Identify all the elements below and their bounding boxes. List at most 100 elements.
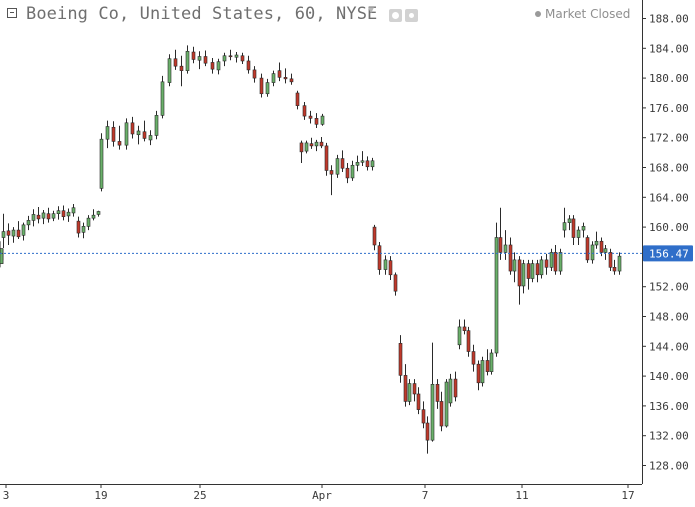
candle — [197, 51, 202, 70]
candle-body-down — [421, 409, 426, 424]
candle — [16, 221, 21, 240]
candle-body-down — [203, 56, 208, 64]
candle — [466, 326, 471, 357]
candle — [185, 45, 190, 74]
candle-body-down — [299, 142, 304, 153]
candle — [335, 154, 340, 178]
candle-body-down — [76, 220, 81, 234]
candle — [259, 73, 264, 98]
candle — [11, 227, 16, 243]
price-tick-label: 140.00 — [649, 370, 689, 383]
candle-body-down — [553, 252, 558, 272]
candle — [562, 207, 567, 238]
candle-body-down — [111, 126, 116, 142]
candle — [377, 242, 382, 275]
candle — [416, 387, 421, 415]
candle-body-down — [416, 393, 421, 410]
candle-body-down — [329, 170, 334, 175]
candle — [124, 118, 129, 150]
date-tick-label: 17 — [621, 489, 634, 502]
candle-body-down — [535, 263, 540, 276]
candle — [350, 160, 355, 181]
caret-down-icon[interactable]: ▼ — [368, 5, 375, 16]
candle-body-up — [594, 240, 599, 246]
candle-body-down — [471, 351, 476, 365]
candle — [544, 253, 549, 275]
price-axis[interactable]: 188.00 184.00 180.00 176.00 172.00 168.00 164.… — [642, 13, 689, 473]
chart-header: Boeing Co, United States, 60, NYSE ▼ Mar… — [0, 0, 640, 30]
candle — [526, 259, 531, 290]
candle-body-up — [0, 253, 4, 264]
candle-body-down — [372, 226, 377, 246]
candle-body-down — [61, 210, 66, 217]
candle — [508, 237, 513, 275]
candle — [581, 222, 586, 238]
candle-body-up — [51, 213, 56, 219]
candle-body-down — [302, 105, 307, 117]
candle-body-down — [403, 375, 408, 402]
candle — [383, 255, 388, 275]
candle — [535, 259, 540, 283]
candle-body-down — [240, 55, 245, 62]
date-tick-label: Apr — [312, 489, 332, 502]
candle — [66, 208, 71, 222]
candle-body-down — [191, 51, 196, 60]
candle — [117, 125, 122, 150]
candle — [403, 364, 408, 407]
candle — [365, 156, 370, 171]
candle — [512, 252, 517, 283]
price-tick-label: 172.00 — [649, 132, 689, 145]
candle — [453, 371, 458, 402]
candle-body-down — [498, 237, 503, 253]
candle-body-down — [314, 118, 319, 125]
candle — [304, 140, 309, 154]
candle — [283, 68, 288, 84]
last-price-badge — [643, 245, 693, 262]
status-dot-icon — [535, 11, 541, 17]
gear-icon[interactable] — [405, 9, 418, 22]
candle — [567, 215, 572, 231]
candle-body-up — [350, 164, 355, 179]
candle-body-up — [91, 214, 96, 219]
candle-body-up — [407, 383, 412, 402]
price-tick-label: 128.00 — [649, 460, 689, 473]
candle — [142, 120, 147, 142]
candle-body-down — [466, 330, 471, 352]
price-tick-label: 152.00 — [649, 281, 689, 294]
candle-body-up — [1, 231, 6, 238]
candle-body-down — [517, 259, 522, 287]
market-status: Market Closed — [535, 7, 630, 21]
candle-body-down — [283, 77, 288, 80]
candle-body-up — [335, 158, 340, 175]
candle-body-up — [539, 259, 544, 276]
candle — [56, 206, 61, 220]
candle-body-up — [383, 259, 388, 270]
candle — [86, 215, 91, 231]
candle-body-down — [599, 240, 604, 253]
candle — [612, 259, 617, 275]
candle — [295, 90, 300, 110]
candle-body-up — [185, 50, 190, 71]
time-axis[interactable]: 3 19 25 Apr 7 11 17 — [3, 484, 635, 502]
candle-body-down — [252, 69, 257, 79]
candle — [439, 391, 444, 432]
candle — [1, 213, 6, 248]
candle — [136, 125, 141, 145]
candle-body-down — [345, 167, 350, 179]
candle-body-down — [36, 214, 41, 220]
candle — [167, 54, 172, 87]
candle — [360, 151, 365, 167]
candle-body-up — [567, 218, 572, 223]
candle — [370, 157, 375, 171]
chart-title[interactable]: Boeing Co, United States, 60, NYSE — [26, 4, 378, 24]
collapse-icon[interactable] — [7, 8, 17, 18]
eye-icon[interactable] — [389, 9, 402, 22]
candle — [46, 207, 51, 223]
candle — [498, 207, 503, 260]
candle-body-down — [585, 237, 590, 261]
candle-body-down — [412, 383, 417, 395]
candle — [314, 139, 319, 152]
candle — [590, 241, 595, 264]
candle — [571, 215, 576, 245]
